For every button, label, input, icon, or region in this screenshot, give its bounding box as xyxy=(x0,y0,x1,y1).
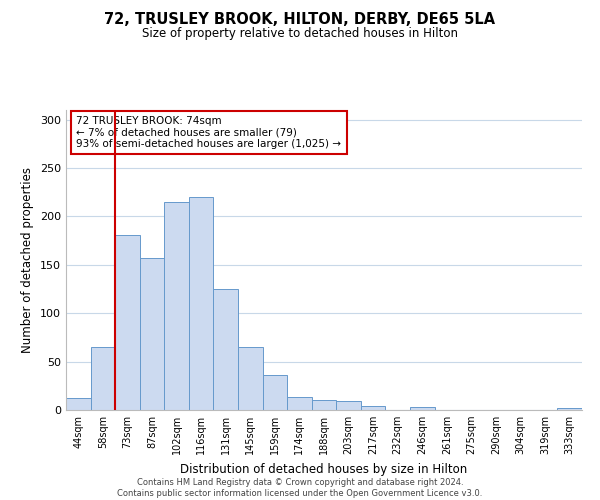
Bar xyxy=(312,400,336,410)
Text: 72, TRUSLEY BROOK, HILTON, DERBY, DE65 5LA: 72, TRUSLEY BROOK, HILTON, DERBY, DE65 5… xyxy=(104,12,496,28)
Bar xyxy=(140,258,164,410)
Bar xyxy=(66,398,91,410)
Bar xyxy=(164,202,189,410)
Bar xyxy=(115,235,140,410)
X-axis label: Distribution of detached houses by size in Hilton: Distribution of detached houses by size … xyxy=(181,462,467,475)
Bar xyxy=(410,407,434,410)
Bar xyxy=(263,375,287,410)
Y-axis label: Number of detached properties: Number of detached properties xyxy=(22,167,34,353)
Bar xyxy=(557,408,582,410)
Bar xyxy=(189,197,214,410)
Text: Size of property relative to detached houses in Hilton: Size of property relative to detached ho… xyxy=(142,28,458,40)
Text: 72 TRUSLEY BROOK: 74sqm
← 7% of detached houses are smaller (79)
93% of semi-det: 72 TRUSLEY BROOK: 74sqm ← 7% of detached… xyxy=(76,116,341,149)
Bar xyxy=(91,347,115,410)
Bar xyxy=(361,406,385,410)
Text: Contains HM Land Registry data © Crown copyright and database right 2024.
Contai: Contains HM Land Registry data © Crown c… xyxy=(118,478,482,498)
Bar xyxy=(214,289,238,410)
Bar xyxy=(287,398,312,410)
Bar xyxy=(238,347,263,410)
Bar xyxy=(336,402,361,410)
